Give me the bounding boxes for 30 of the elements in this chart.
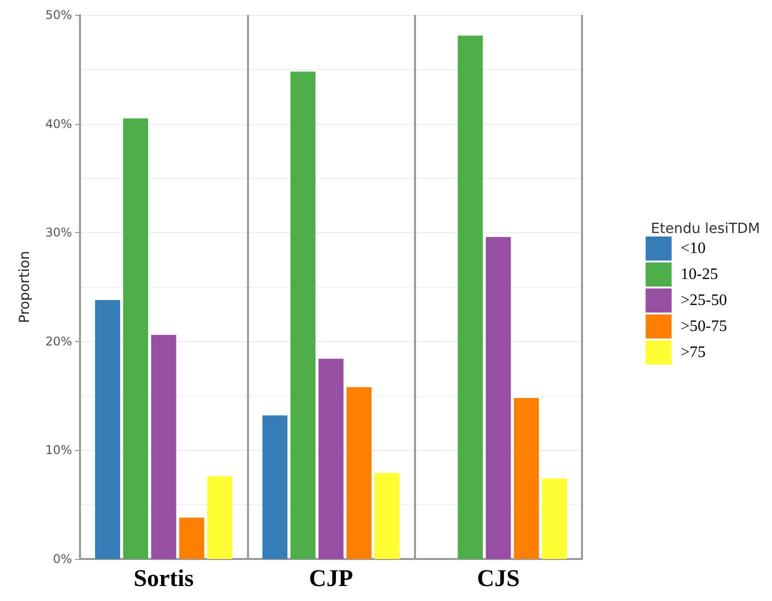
- y-tick-label: 50%: [45, 8, 72, 22]
- y-tick-label: 20%: [45, 334, 72, 348]
- bar: [151, 334, 176, 559]
- y-tick-label: 40%: [45, 116, 72, 131]
- bar: [262, 415, 288, 559]
- bar: [458, 36, 483, 559]
- bar: [318, 358, 344, 559]
- legend-label: 10-25: [680, 266, 718, 283]
- legend-label: >50-75: [680, 318, 728, 335]
- bar: [542, 478, 567, 559]
- bar: [486, 236, 511, 559]
- legend-label: >25-50: [680, 292, 728, 309]
- bar: [123, 118, 148, 559]
- y-tick-label: 10%: [45, 443, 72, 458]
- y-axis-title: Proportion: [17, 250, 33, 324]
- bar: [207, 476, 232, 559]
- bar: [290, 72, 316, 559]
- bar: [179, 518, 204, 559]
- bar: [514, 398, 539, 559]
- x-tick-label: CJP: [309, 566, 353, 592]
- x-tick-label: Sortis: [134, 566, 194, 592]
- bar: [346, 387, 372, 559]
- legend-label: >75: [680, 344, 706, 361]
- bar: [374, 473, 400, 559]
- legend-label: <10: [680, 240, 706, 257]
- y-tick-label: 0%: [52, 552, 72, 566]
- y-tick-label: 30%: [45, 226, 72, 240]
- x-tick-label: CJS: [476, 566, 520, 592]
- legend-title: Etendu lesiTDM: [650, 221, 760, 237]
- bar: [95, 300, 120, 559]
